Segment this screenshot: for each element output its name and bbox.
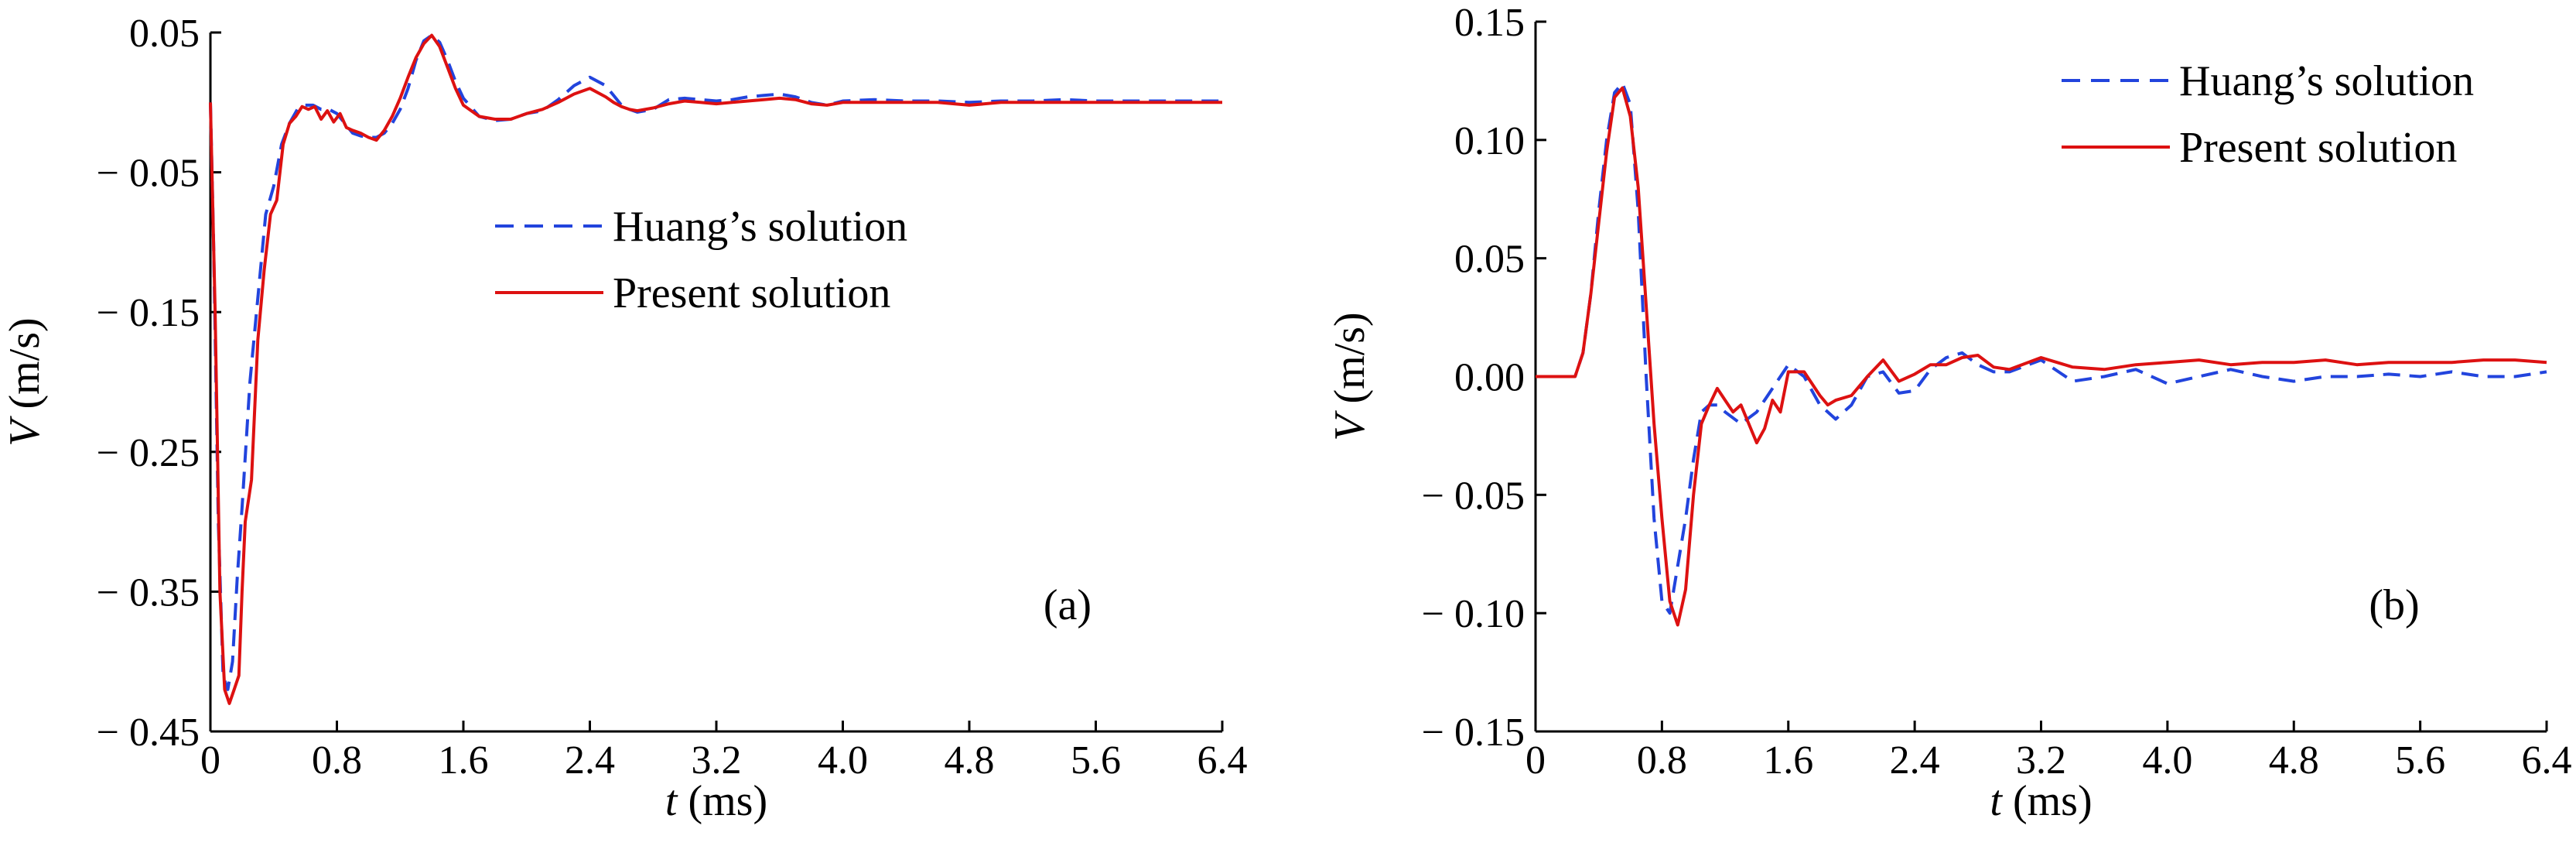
x-axis-label-unit: (ms)	[677, 777, 767, 825]
y-tick-label: 0.05	[129, 12, 200, 56]
x-tick-label: 2.4	[565, 738, 615, 783]
x-axis-label-unit: (ms)	[2002, 777, 2093, 825]
x-axis-label-variable: t	[665, 777, 678, 825]
y-axis-label: V (m/s)	[1326, 312, 1374, 440]
x-tick-label: 4.0	[2142, 738, 2192, 783]
y-axis-label-unit: (m/s)	[1326, 312, 1374, 414]
y-tick-label: − 0.25	[97, 431, 200, 475]
chart-panel-b: 0 0.8 1.6 2.4 3.2 4.0 4.8 5.6 6.4 0.15 0.10 0.05 0.0…	[1326, 1, 2572, 825]
legend: Huang’s solution Present solution	[495, 203, 907, 317]
series-line-present	[1536, 86, 2547, 627]
y-tick-label: − 0.05	[1422, 474, 1525, 518]
x-tick-label: 1.6	[439, 738, 489, 783]
x-axis-label: t (ms)	[1990, 777, 2092, 825]
x-tick-label: 0.8	[312, 738, 362, 783]
legend-label: Huang’s solution	[2179, 57, 2474, 105]
x-tick-label: 6.4	[2522, 738, 2572, 783]
x-tick-label: 3.2	[692, 738, 742, 783]
y-tick-label: 0.10	[1454, 119, 1525, 163]
legend: Huang’s solution Present solution	[2062, 57, 2474, 172]
y-tick-label: − 0.05	[97, 152, 200, 196]
legend-label: Huang’s solution	[613, 203, 907, 251]
x-tick-label: 3.2	[2016, 738, 2066, 783]
x-tick-label: 4.8	[2269, 738, 2319, 783]
y-tick-label: − 0.35	[97, 570, 200, 615]
y-tick-label: − 0.15	[97, 291, 200, 335]
y-tick-label: 0.15	[1454, 1, 1525, 45]
series-line-present	[209, 33, 1222, 705]
y-tick-label: − 0.10	[1422, 592, 1525, 636]
y-axis-label-unit: (m/s)	[1, 317, 49, 420]
y-tick-label: 0.00	[1454, 356, 1525, 400]
legend-label: Present solution	[2179, 124, 2457, 172]
x-tick-label: 2.4	[1890, 738, 1940, 783]
y-axis-label-variable: V	[1326, 410, 1374, 441]
y-tick-label: − 0.45	[97, 711, 200, 755]
legend-label: Present solution	[613, 269, 890, 317]
panel-label: (a)	[1044, 581, 1092, 629]
x-tick-label: 5.6	[1071, 738, 1121, 783]
x-tick-label: 0	[1525, 738, 1546, 783]
y-tick-label: − 0.15	[1422, 711, 1525, 755]
x-tick-label: 4.0	[818, 738, 868, 783]
x-tick-label: 5.6	[2395, 738, 2445, 783]
x-axis-label-variable: t	[1990, 777, 2003, 825]
x-tick-label: 6.4	[1197, 738, 1248, 783]
x-tick-label: 4.8	[945, 738, 995, 783]
x-tick-label: 0.8	[1637, 738, 1687, 783]
y-axis-label: V (m/s)	[1, 317, 49, 446]
y-tick-label: 0.05	[1454, 238, 1525, 282]
panel-label: (b)	[2369, 581, 2419, 629]
x-tick-label: 0	[200, 738, 220, 783]
series-line-huang	[1536, 81, 2547, 615]
chart-panel-a: 0 0.8 1.6 2.4 3.2 4.0 4.8 5.6 6.4 0.05 − 0.05 − 0.1…	[1, 12, 1248, 825]
x-tick-label: 1.6	[1763, 738, 1813, 783]
x-axis-label: t (ms)	[665, 777, 767, 825]
y-axis-label-variable: V	[1, 416, 49, 447]
